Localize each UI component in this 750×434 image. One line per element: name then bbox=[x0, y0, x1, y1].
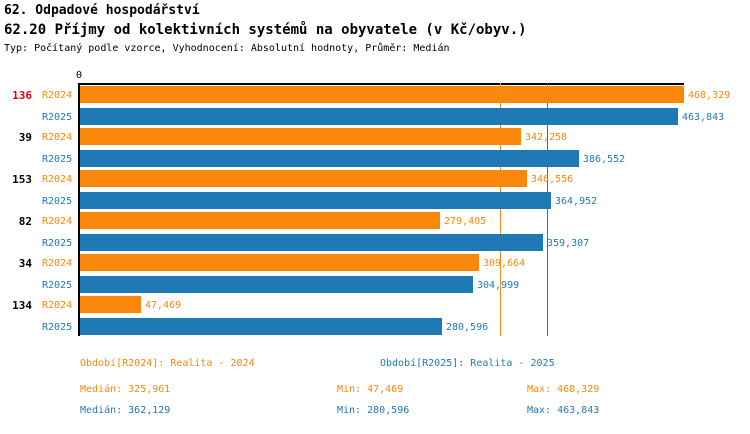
row-code-label[interactable]: 153 bbox=[12, 173, 32, 186]
legend-label-2024: Období[R2024]: Realita - 2024 bbox=[80, 358, 255, 369]
max-stat-2024: Max: 468,329 bbox=[527, 384, 600, 395]
min-stat-2025: Min: 280,596 bbox=[337, 405, 410, 416]
chart-row: 34 R2024 309,664 R2025 304,999 bbox=[0, 254, 750, 293]
median-reference-line-2025 bbox=[547, 83, 548, 336]
chart-row: 134 R2024 47,469 R2025 280,596 bbox=[0, 296, 750, 335]
median-reference-line-2024 bbox=[500, 83, 501, 336]
chart-row: 82 R2024 279,405 R2025 359,307 bbox=[0, 212, 750, 251]
series-label-2024: R2024 bbox=[42, 300, 73, 311]
plot-top-rule bbox=[79, 83, 684, 85]
value-axis-line bbox=[78, 83, 80, 336]
bar-2025[interactable] bbox=[80, 192, 551, 209]
bar-2024[interactable] bbox=[80, 170, 527, 187]
series-label-2025: R2025 bbox=[42, 154, 73, 165]
median-stat-2025: Medián: 362,129 bbox=[80, 405, 171, 416]
bar-value-label-2025: 304,999 bbox=[477, 280, 520, 291]
series-label-2025: R2025 bbox=[42, 238, 73, 249]
row-code-label[interactable]: 136 bbox=[12, 89, 32, 102]
series-label-2024: R2024 bbox=[42, 90, 73, 101]
bar-2024[interactable] bbox=[80, 86, 684, 103]
bar-value-label-2024: 346,556 bbox=[531, 174, 574, 185]
bar-2024[interactable] bbox=[80, 212, 440, 229]
bar-2024[interactable] bbox=[80, 254, 479, 271]
series-label-2025: R2025 bbox=[42, 112, 73, 123]
bar-2025[interactable] bbox=[80, 276, 473, 293]
bar-value-label-2024: 468,329 bbox=[688, 90, 731, 101]
series-label-2024: R2024 bbox=[42, 174, 73, 185]
bar-value-label-2024: 342,258 bbox=[525, 132, 568, 143]
chart-plot-area: 0 136 R2024 468,329 R2025 463,843 39 R2024 342,… bbox=[0, 70, 750, 345]
row-code-label[interactable]: 39 bbox=[18, 131, 32, 144]
median-stat-2024: Medián: 325,961 bbox=[80, 384, 171, 395]
bar-2024[interactable] bbox=[80, 128, 521, 145]
bar-value-label-2024: 309,664 bbox=[483, 258, 526, 269]
series-label-2025: R2025 bbox=[42, 280, 73, 291]
bar-value-label-2025: 364,952 bbox=[555, 196, 598, 207]
series-label-2025: R2025 bbox=[42, 322, 73, 333]
bar-value-label-2024: 279,405 bbox=[444, 216, 487, 227]
row-code-label[interactable]: 82 bbox=[18, 215, 32, 228]
bar-2024[interactable] bbox=[80, 296, 141, 313]
bar-value-label-2025: 359,307 bbox=[547, 238, 590, 249]
page-title: 62.20 Příjmy od kolektivních systémů na … bbox=[4, 22, 527, 38]
axis-zero-tick-label: 0 bbox=[76, 70, 83, 81]
min-stat-2024: Min: 47,469 bbox=[337, 384, 404, 395]
row-code-label[interactable]: 34 bbox=[18, 257, 32, 270]
bar-2025[interactable] bbox=[80, 108, 678, 125]
max-stat-2025: Max: 463,843 bbox=[527, 405, 600, 416]
bar-2025[interactable] bbox=[80, 234, 543, 251]
bar-value-label-2025: 463,843 bbox=[682, 112, 725, 123]
bar-2025[interactable] bbox=[80, 150, 579, 167]
legend-label-2025: Období[R2025]: Realita - 2025 bbox=[380, 358, 555, 369]
chart-row: 136 R2024 468,329 R2025 463,843 bbox=[0, 86, 750, 125]
chart-footer: Období[R2024]: Realita - 2024 Období[R20… bbox=[0, 352, 750, 434]
bar-2025[interactable] bbox=[80, 318, 442, 335]
series-label-2024: R2024 bbox=[42, 216, 73, 227]
series-label-2025: R2025 bbox=[42, 196, 73, 207]
series-label-2024: R2024 bbox=[42, 258, 73, 269]
chart-subtitle: Typ: Počítaný podle vzorce, Vyhodnocení:… bbox=[4, 43, 450, 54]
bar-value-label-2025: 386,552 bbox=[583, 154, 626, 165]
bar-value-label-2025: 280,596 bbox=[446, 322, 489, 333]
chart-row: 153 R2024 346,556 R2025 364,952 bbox=[0, 170, 750, 209]
series-label-2024: R2024 bbox=[42, 132, 73, 143]
chart-row: 39 R2024 342,258 R2025 386,552 bbox=[0, 128, 750, 167]
row-code-label[interactable]: 134 bbox=[12, 299, 32, 312]
bar-value-label-2024: 47,469 bbox=[145, 300, 182, 311]
chart-category-title: 62. Odpadové hospodářství bbox=[4, 3, 200, 18]
